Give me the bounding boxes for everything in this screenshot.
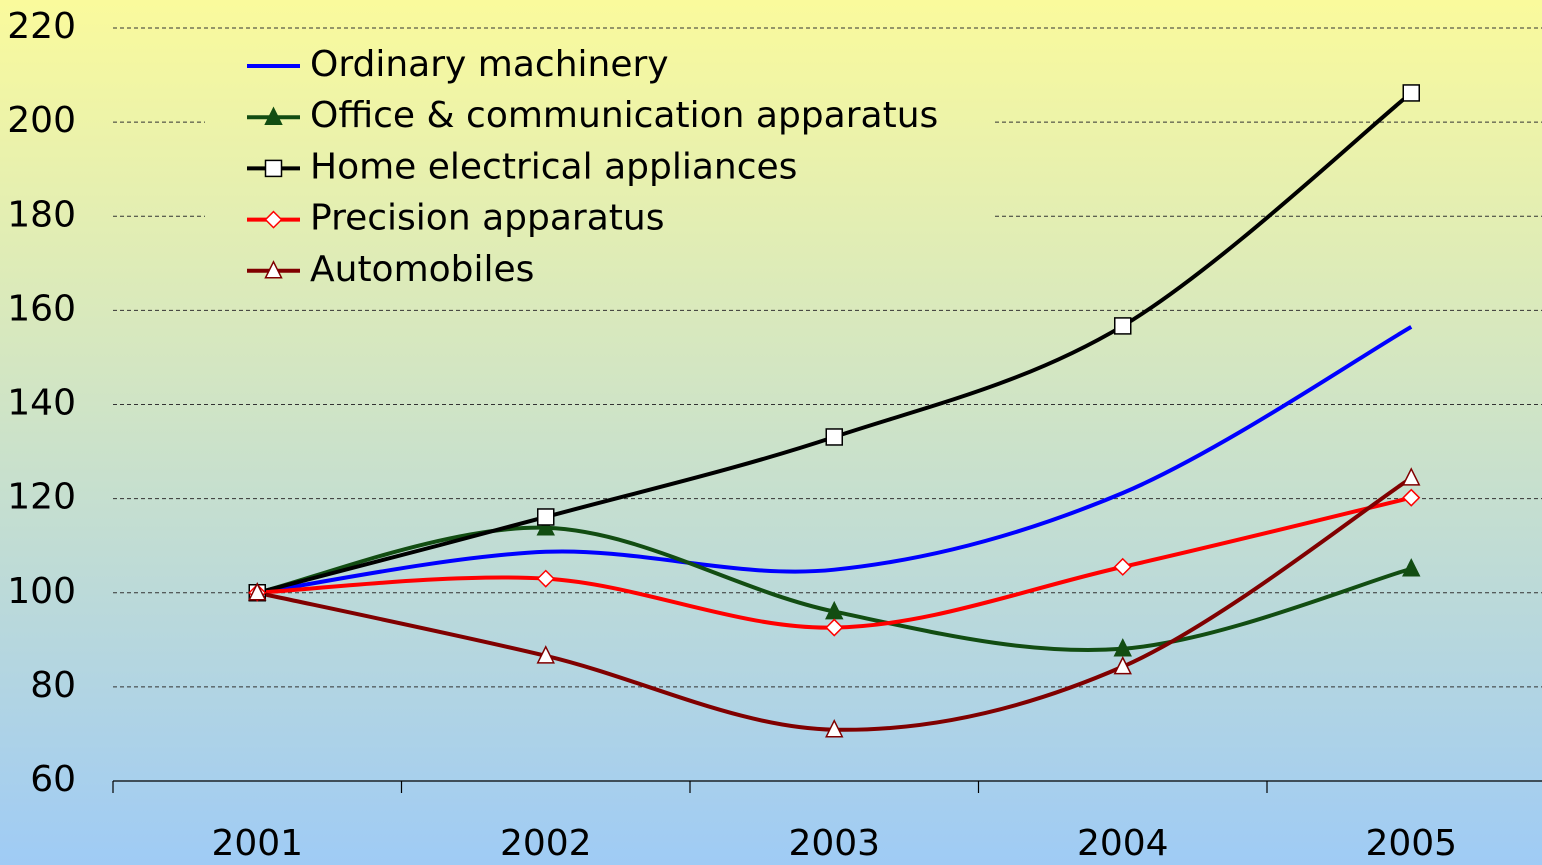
legend-label: Office & communication apparatus [310, 95, 938, 136]
marker [536, 569, 555, 588]
legend-label: Home electrical appliances [310, 146, 797, 187]
marker [264, 159, 283, 178]
series-line [256, 325, 1413, 595]
marker [537, 508, 555, 526]
marker [264, 260, 283, 279]
marker [1402, 558, 1421, 577]
y-tick-label: 200 [7, 100, 76, 141]
legend-background [205, 38, 995, 300]
y-tick-label: 140 [7, 383, 76, 424]
marker [1113, 638, 1132, 657]
marker [536, 645, 555, 664]
marker [1402, 467, 1421, 486]
marker [1113, 655, 1132, 675]
marker [1113, 557, 1132, 576]
x-tick-label: 2003 [788, 823, 880, 864]
x-tick-label: 2004 [1077, 823, 1169, 864]
marker [264, 106, 283, 125]
marker [536, 517, 555, 536]
marker [1114, 317, 1132, 335]
y-tick-label: 220 [7, 6, 76, 47]
x-tick-label: 2005 [1365, 823, 1457, 864]
legend-label: Ordinary machinery [310, 44, 669, 85]
y-tick-label: 60 [30, 759, 76, 800]
marker [1402, 84, 1420, 102]
y-tick-label: 160 [7, 288, 76, 329]
y-tick-label: 100 [7, 571, 76, 612]
marker [264, 210, 283, 229]
marker [825, 428, 843, 446]
marker [248, 582, 267, 601]
legend-label: Precision apparatus [310, 198, 664, 239]
x-tick-label: 2001 [211, 823, 303, 864]
marker [825, 719, 844, 738]
y-tick-label: 80 [30, 665, 76, 706]
legend: Ordinary machinery Office & communication… [205, 38, 995, 300]
y-tick-label: 180 [7, 194, 76, 235]
marker [825, 618, 844, 637]
marker [1402, 488, 1421, 507]
y-tick-label: 120 [7, 477, 76, 518]
legend-label: Automobiles [310, 249, 534, 290]
x-tick-label: 2002 [500, 823, 592, 864]
